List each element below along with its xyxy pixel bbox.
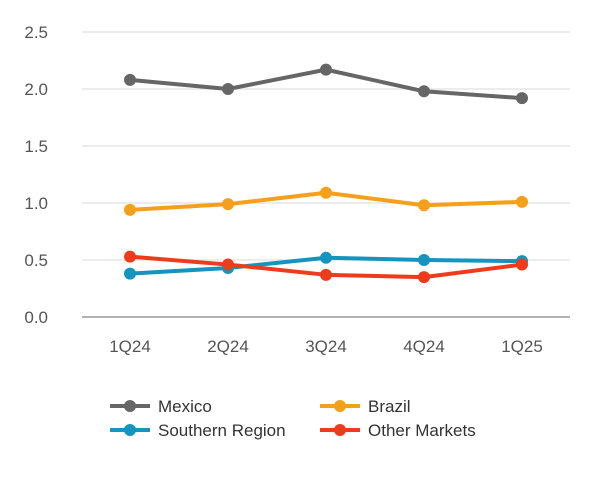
- data-point: [222, 83, 234, 95]
- data-point: [320, 186, 332, 199]
- legend-label: Mexico: [158, 397, 212, 416]
- data-point: [124, 267, 136, 280]
- series-lines: [124, 63, 528, 284]
- axes: 0.0 0.5 1.0 1.5 2.0 2.5 1Q24 2Q24 3Q24 4Q24 1Q25: [24, 23, 570, 356]
- y-tick-label: 0.5: [24, 251, 48, 270]
- legend-item: Mexico: [110, 397, 212, 416]
- data-point: [516, 258, 528, 271]
- legend-item: Southern Region: [110, 421, 286, 440]
- data-point: [124, 203, 136, 216]
- series-other-markets: [124, 250, 528, 284]
- data-point: [222, 258, 234, 271]
- x-tick-label: 4Q24: [403, 337, 445, 356]
- legend: Mexico Brazil Southern Region Other Markets: [110, 397, 476, 440]
- legend-item: Brazil: [320, 397, 411, 416]
- data-point: [124, 250, 136, 263]
- data-point: [418, 271, 430, 284]
- legend-label: Brazil: [368, 397, 411, 416]
- y-tick-label: 1.5: [24, 137, 48, 156]
- x-tick-label: 1Q24: [109, 337, 151, 356]
- x-tick-label: 3Q24: [305, 337, 347, 356]
- data-point: [418, 254, 430, 266]
- legend-swatch-marker: [124, 424, 136, 436]
- y-tick-label: 2.5: [24, 23, 48, 42]
- data-point: [516, 92, 528, 105]
- legend-item: Other Markets: [320, 421, 476, 440]
- y-tick-label: 0.0: [24, 308, 48, 327]
- data-point: [418, 199, 430, 212]
- y-tick-label: 2.0: [24, 80, 48, 99]
- data-point: [320, 268, 332, 281]
- data-point: [516, 195, 528, 208]
- legend-label: Southern Region: [158, 421, 286, 440]
- series-brazil: [124, 186, 528, 216]
- series-mexico: [124, 63, 528, 105]
- y-tick-label: 1.0: [24, 194, 48, 213]
- legend-label: Other Markets: [368, 421, 476, 440]
- x-tick-label: 2Q24: [207, 337, 249, 356]
- x-tick-label: 1Q25: [501, 337, 543, 356]
- legend-swatch-marker: [124, 400, 136, 412]
- data-point: [320, 251, 332, 264]
- data-point: [418, 85, 430, 98]
- data-point: [124, 73, 136, 86]
- legend-swatch-marker: [334, 400, 346, 412]
- legend-swatch-marker: [334, 424, 346, 436]
- data-point: [222, 198, 234, 211]
- data-point: [320, 63, 332, 76]
